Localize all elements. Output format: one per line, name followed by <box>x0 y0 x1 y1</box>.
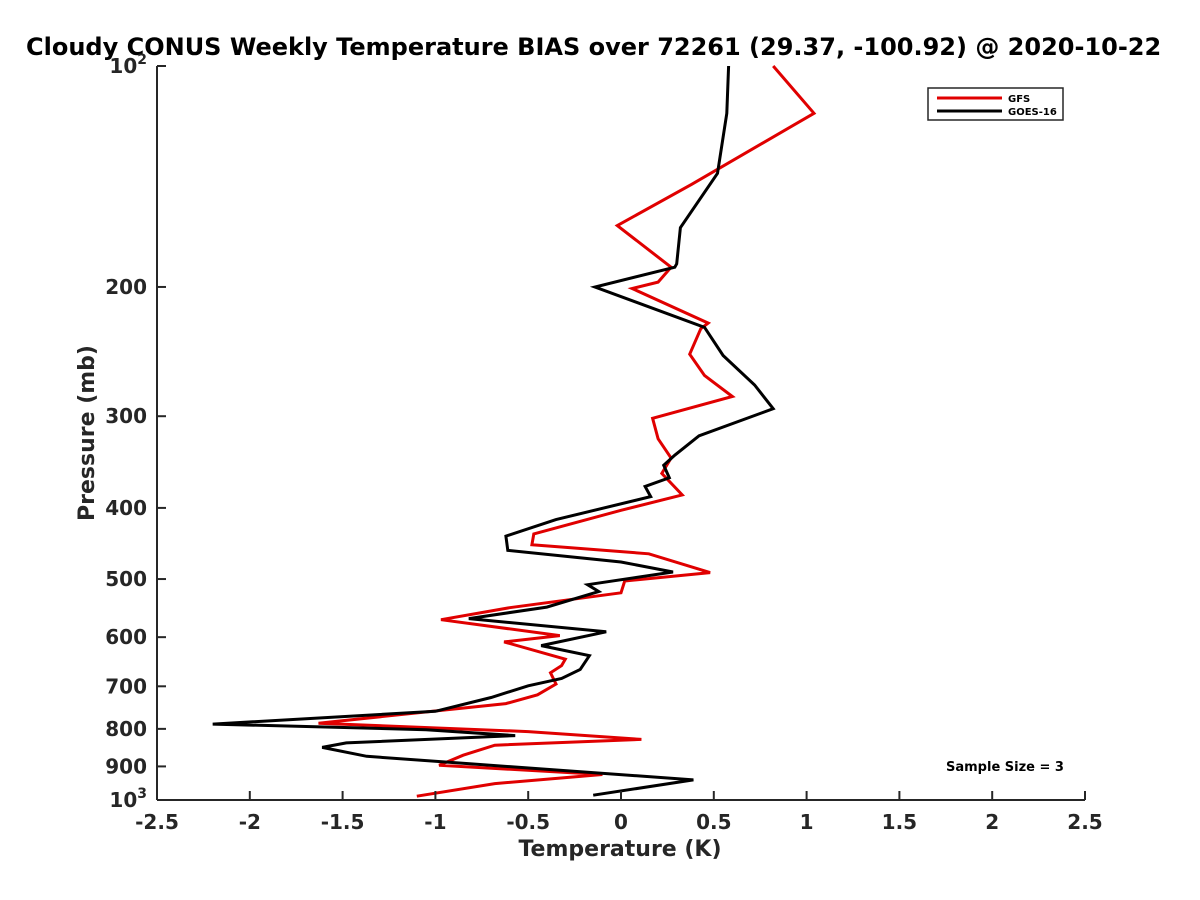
y-axis-ticks: 102 200 300 400 500 600 700 800 900 103 <box>105 52 166 812</box>
y-tick-label: 700 <box>105 674 147 698</box>
y-tick-label: 400 <box>105 496 147 520</box>
x-axis-ticks: -2.5 -2 -1.5 -1 -0.5 0 0.5 1 1.5 2 2.5 <box>135 791 1103 834</box>
y-tick-label: 800 <box>105 717 147 741</box>
legend-label: GOES-16 <box>1008 107 1057 118</box>
series-line-gfs <box>318 65 817 798</box>
x-tick-label: -1.5 <box>321 810 365 834</box>
chart-title: Cloudy CONUS Weekly Temperature BIAS ove… <box>26 33 1161 61</box>
x-tick-label: 0.5 <box>696 810 731 834</box>
x-tick-label: -1 <box>424 810 446 834</box>
y-tick-label: 103 <box>109 786 147 812</box>
y-tick-label: 900 <box>105 754 147 778</box>
x-axis-label: Temperature (K) <box>518 837 721 862</box>
legend: GFS GOES-16 <box>927 87 1064 121</box>
sample-size-annotation: Sample Size = 3 <box>946 760 1064 775</box>
x-tick-label: -2 <box>239 810 261 834</box>
y-axis-label: Pressure (mb) <box>75 345 100 521</box>
x-tick-label: 0 <box>614 810 628 834</box>
x-tick-label: 2 <box>985 810 999 834</box>
y-tick-label: 500 <box>105 567 147 591</box>
y-tick-label: 200 <box>105 275 147 299</box>
x-tick-label: 1 <box>800 810 814 834</box>
y-tick-label: 300 <box>105 404 147 428</box>
series-line-goes-16 <box>212 65 776 797</box>
legend-label: GFS <box>1008 94 1030 105</box>
y-tick-label: 600 <box>105 625 147 649</box>
x-tick-label: -0.5 <box>506 810 550 834</box>
legend-box <box>927 87 1064 121</box>
x-tick-label: 2.5 <box>1067 810 1102 834</box>
x-tick-label: 1.5 <box>882 810 917 834</box>
x-tick-label: -2.5 <box>135 810 179 834</box>
plot-area <box>156 65 1085 801</box>
y-tick-label: 102 <box>109 52 147 78</box>
